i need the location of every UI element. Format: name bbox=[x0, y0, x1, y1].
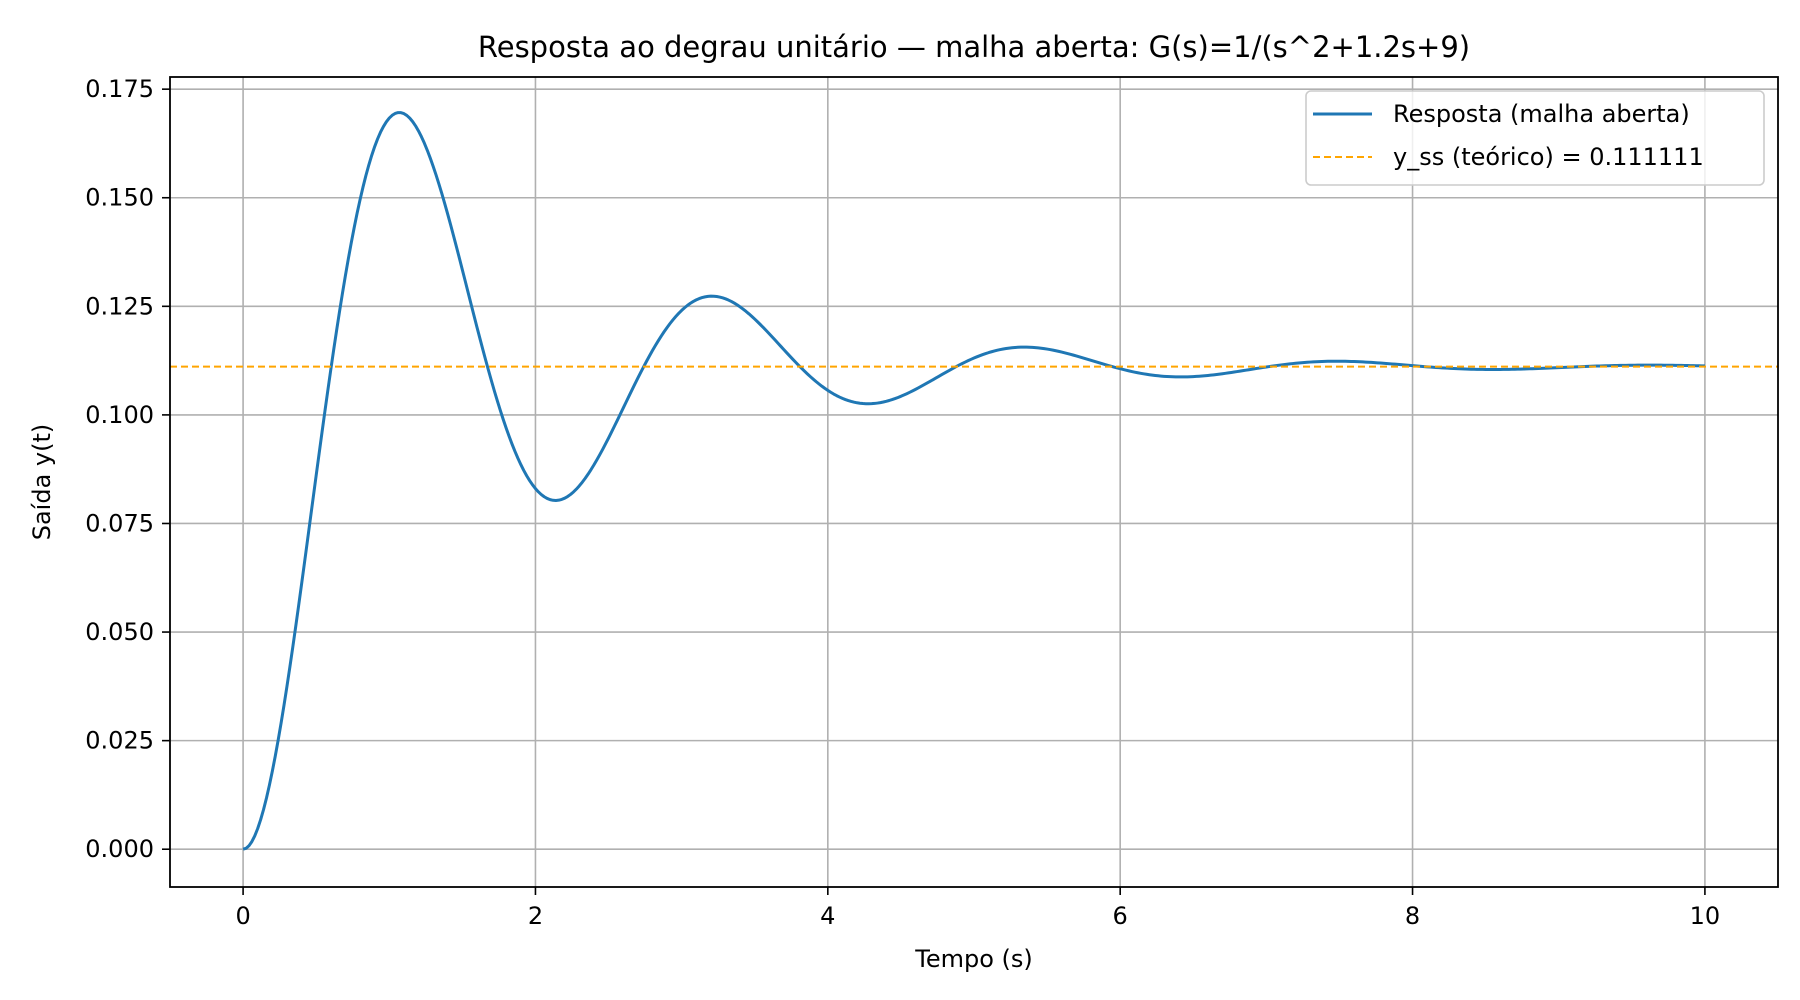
x-axis: 0 2 4 6 8 10 bbox=[235, 887, 1720, 930]
y-tick-label: 0.000 bbox=[85, 835, 154, 863]
response-line bbox=[242, 111, 1705, 851]
y-tick-label: 0.125 bbox=[85, 292, 154, 320]
y-axis-label: Saída y(t) bbox=[28, 424, 56, 541]
x-tick-label: 8 bbox=[1405, 902, 1420, 930]
x-tick-label: 2 bbox=[528, 902, 543, 930]
y-axis: 0.000 0.025 0.050 0.075 0.100 0.125 0.150 0.175 bbox=[85, 75, 170, 863]
x-tick-label: 0 bbox=[235, 902, 250, 930]
y-tick-label: 0.075 bbox=[85, 509, 154, 537]
legend-label-steady-state: y_ss (teórico) = 0.111111 bbox=[1393, 143, 1704, 171]
y-tick-label: 0.150 bbox=[85, 184, 154, 212]
axes-frame bbox=[169, 76, 1779, 888]
x-tick-label: 4 bbox=[820, 902, 835, 930]
x-axis-label: Tempo (s) bbox=[914, 945, 1033, 973]
x-tick-label: 6 bbox=[1113, 902, 1128, 930]
legend-label-response: Resposta (malha aberta) bbox=[1393, 100, 1690, 128]
legend-box bbox=[1305, 90, 1765, 186]
legend: Resposta (malha aberta) y_ss (teórico) =… bbox=[1305, 90, 1765, 186]
plot-lines bbox=[170, 111, 1778, 851]
y-tick-label: 0.025 bbox=[85, 727, 154, 755]
grid bbox=[170, 77, 1778, 887]
y-tick-label: 0.050 bbox=[85, 618, 154, 646]
chart-title: Resposta ao degrau unitário — malha aber… bbox=[478, 30, 1470, 64]
y-tick-label: 0.175 bbox=[85, 75, 154, 103]
x-tick-label: 10 bbox=[1690, 902, 1721, 930]
y-tick-label: 0.100 bbox=[85, 401, 154, 429]
